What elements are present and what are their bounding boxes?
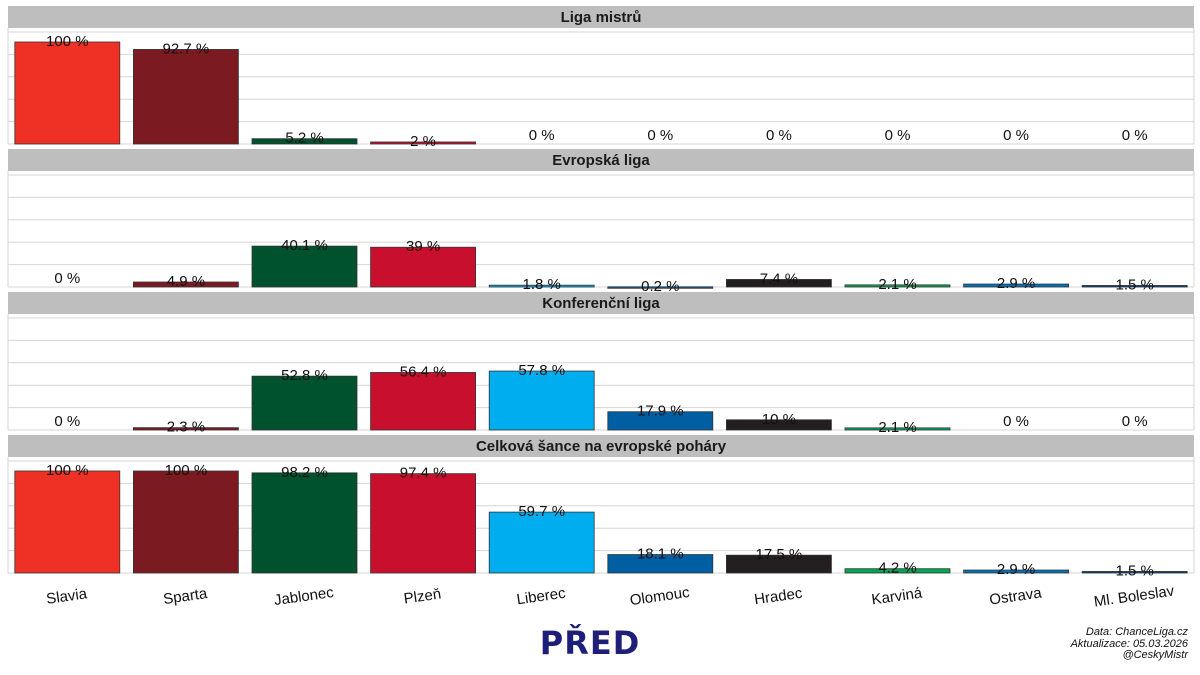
bar-liberec xyxy=(488,284,595,288)
credits-handle: @CeskyMistr xyxy=(1122,649,1188,661)
bar-slavia xyxy=(14,470,121,574)
bar-label: 0 % xyxy=(1122,127,1148,144)
bar-sparta xyxy=(132,427,239,431)
bar-label: 0 % xyxy=(766,127,792,144)
bar-label: 4.2 % xyxy=(878,560,916,577)
bar-label: 0 % xyxy=(1003,127,1029,144)
bar-label: 56.4 % xyxy=(400,363,447,380)
bar-karvin- xyxy=(844,568,951,574)
panel-plot-area xyxy=(8,171,1194,287)
credits: Data: ChanceLiga.cz Aktualizace: 05.03.2… xyxy=(1070,626,1188,662)
bar-sparta xyxy=(132,281,239,288)
bar-label: 17.9 % xyxy=(637,403,684,420)
panel-header xyxy=(8,149,1194,171)
bar-olomouc xyxy=(607,554,714,574)
credits-source: Data: ChanceLiga.cz xyxy=(1085,626,1188,638)
x-tick-label: Ostrava xyxy=(988,584,1043,608)
bar-label: 0 % xyxy=(1122,413,1148,430)
bar-label: 0 % xyxy=(1003,413,1029,430)
panel-header xyxy=(8,292,1194,314)
x-tick-label: Plzeň xyxy=(403,586,443,608)
bar-ostrava xyxy=(963,283,1069,288)
bar-label: 18.1 % xyxy=(637,546,684,563)
bar-sparta xyxy=(132,470,239,574)
bar-label: 0 % xyxy=(885,127,911,144)
bar-jablonec xyxy=(251,375,358,431)
bar-label: 17.5 % xyxy=(756,546,803,563)
panel-title: Evropská liga xyxy=(552,152,650,169)
credits-updated: Aktualizace: 05.03.2026 xyxy=(1070,637,1188,650)
bar-label: 0.2 % xyxy=(641,278,679,295)
panel-plot-area xyxy=(8,314,1194,430)
bar-slavia xyxy=(14,41,121,145)
bar-label: 7.4 % xyxy=(760,270,798,287)
bar-karvin- xyxy=(844,427,951,431)
panel-header xyxy=(8,435,1194,457)
bar-label: 59.7 % xyxy=(518,503,565,520)
bar-label: 1.5 % xyxy=(1116,562,1154,579)
bar-label: 39 % xyxy=(406,238,440,255)
x-tick-label: Sparta xyxy=(162,585,209,608)
bar-label: 0 % xyxy=(529,127,555,144)
bar-label: 2 % xyxy=(410,133,436,150)
bar-label: 2.9 % xyxy=(997,275,1035,292)
bar-label: 2.1 % xyxy=(878,419,916,436)
bar-label: 0 % xyxy=(54,270,80,287)
bar-jablonec xyxy=(251,245,358,288)
bar-label: 1.8 % xyxy=(523,276,561,293)
x-tick-label: Liberec xyxy=(516,585,568,609)
bar-sparta xyxy=(132,49,239,145)
bar-jablonec xyxy=(251,138,358,145)
bar-karvin- xyxy=(844,284,951,288)
bar-hradec xyxy=(726,419,832,431)
bar-label: 0 % xyxy=(647,127,673,144)
bar-label: 57.8 % xyxy=(518,362,565,379)
x-tick-label: Slavia xyxy=(45,585,88,608)
panel-title: Konferenční liga xyxy=(542,295,660,312)
bar-plze- xyxy=(370,141,477,145)
bar-ostrava xyxy=(963,569,1069,574)
bar-label: 5.2 % xyxy=(285,130,323,147)
bar-olomouc xyxy=(607,286,714,289)
bar-label: 100 % xyxy=(165,462,208,479)
x-tick-label: Hradec xyxy=(753,585,804,609)
bar-jablonec xyxy=(251,472,358,574)
bar-label: 100 % xyxy=(46,462,89,479)
bar-label: 2.1 % xyxy=(878,276,916,293)
bar-liberec xyxy=(488,370,595,431)
bar-label: 97.4 % xyxy=(400,465,447,482)
panel-title: Liga mistrů xyxy=(561,9,642,26)
bar-ml-boleslav xyxy=(1081,571,1188,574)
footer-title: PŘED xyxy=(539,624,641,662)
bar-olomouc xyxy=(607,411,714,431)
x-tick-label: Ml. Boleslav xyxy=(1093,582,1176,610)
bar-label: 4.9 % xyxy=(167,273,205,290)
bar-label: 40.1 % xyxy=(281,237,328,254)
bar-plze- xyxy=(370,246,477,288)
bar-label: 92.7 % xyxy=(163,40,210,57)
bar-ml-boleslav xyxy=(1081,285,1188,288)
bar-label: 98.2 % xyxy=(281,464,328,481)
bar-hradec xyxy=(726,279,832,288)
bar-label: 52.8 % xyxy=(281,367,328,384)
x-tick-label: Olomouc xyxy=(629,584,691,609)
x-tick-label: Karviná xyxy=(871,584,924,608)
x-tick-label: Jablonec xyxy=(273,584,335,609)
panel-title: Celková šance na evropské poháry xyxy=(476,438,727,455)
panel-header xyxy=(8,6,1194,28)
bar-label: 100 % xyxy=(46,33,89,50)
bar-hradec xyxy=(726,554,832,574)
bar-label: 2.3 % xyxy=(167,419,205,436)
bar-label: 2.9 % xyxy=(997,561,1035,578)
bar-plze- xyxy=(370,473,477,574)
bar-liberec xyxy=(488,511,595,574)
bar-label: 10 % xyxy=(762,411,796,428)
bar-label: 0 % xyxy=(54,413,80,430)
bar-plze- xyxy=(370,372,477,431)
bar-label: 1.5 % xyxy=(1116,276,1154,293)
